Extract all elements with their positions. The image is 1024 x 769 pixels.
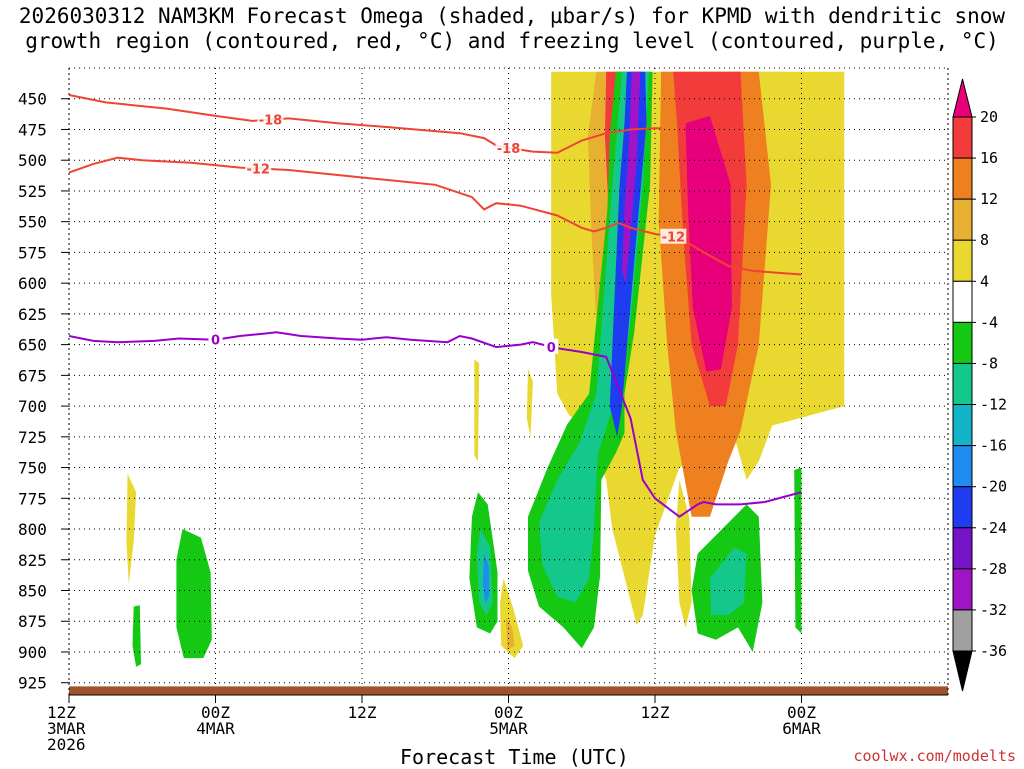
terrain-band <box>69 686 948 695</box>
freezing-label-bg <box>208 331 223 347</box>
y-tick-label-550: 550 <box>18 213 47 232</box>
x-tick-label-0-2: 2026 <box>47 735 86 754</box>
colorbar-box-8 <box>952 445 973 488</box>
colorbar-box-5 <box>952 321 973 364</box>
colorbar-box-10 <box>952 527 973 570</box>
isotherm-label-1: -12 <box>246 163 270 178</box>
title-line-2: growth region (contoured, red, °C) and f… <box>25 29 999 53</box>
y-tick-label-750: 750 <box>18 459 47 478</box>
shade-yellow-thin-0330 <box>526 369 533 437</box>
colorbar-label-3: 8 <box>980 231 989 249</box>
isotherm-label-bg <box>245 160 272 176</box>
colorbar-top-arrow <box>952 78 973 118</box>
shade-orange-0015 <box>506 617 515 650</box>
shade-purple-core <box>622 71 641 284</box>
isotherm-label-0: -18 <box>259 114 283 129</box>
y-tick-label-925: 925 <box>18 674 47 693</box>
colorbar-box-0 <box>952 116 973 159</box>
colorbar-box-7 <box>952 404 973 447</box>
x-tick-label-0-1: 3MAR <box>47 719 86 738</box>
x-tick-label-60-1: 6MAR <box>782 719 821 738</box>
colorbar-label-7: -12 <box>980 396 1007 414</box>
colorbar-box-12 <box>952 609 973 652</box>
y-tick-label-625: 625 <box>18 305 47 324</box>
colorbar-box-4 <box>952 280 973 323</box>
shade-green-far-right <box>794 467 802 634</box>
chart-title: 2026030312 NAM3KM Forecast Omega (shaded… <box>0 4 1024 54</box>
x-tick-label-60-0: 00Z <box>787 703 816 722</box>
x-tick-label-0-0: 12Z <box>47 703 76 722</box>
y-tick-label-850: 850 <box>18 582 47 601</box>
colorbar-label-8: -16 <box>980 437 1007 455</box>
title-line-1: 2026030312 NAM3KM Forecast Omega (shaded… <box>18 4 1006 28</box>
shade-green-small-left <box>132 605 141 667</box>
y-tick-label-900: 900 <box>18 643 47 662</box>
y-tick-label-800: 800 <box>18 520 47 539</box>
y-tick-label-875: 875 <box>18 612 47 631</box>
shade-green-left-blob <box>176 529 212 659</box>
colorbar-label-0: 20 <box>980 108 998 126</box>
colorbar-box-9 <box>952 486 973 529</box>
colorbar-label-11: -28 <box>980 560 1007 578</box>
colorbar-bottom-arrow <box>952 650 973 692</box>
colorbar-label-1: 16 <box>980 149 998 167</box>
shade-yellow-4mar <box>126 473 137 585</box>
x-tick-label-12-1: 4MAR <box>196 719 235 738</box>
x-tick-label-36-0: 00Z <box>494 703 523 722</box>
colorbar-box-6 <box>952 362 973 406</box>
y-tick-label-700: 700 <box>18 397 47 416</box>
isotherm-label-bg <box>257 111 284 127</box>
y-tick-label-450: 450 <box>18 90 47 109</box>
freezing-label-bg <box>544 338 559 354</box>
freezing-label-0: 0 <box>211 334 220 349</box>
y-tick-label-725: 725 <box>18 428 47 447</box>
y-tick-label-475: 475 <box>18 120 47 139</box>
colorbar-label-6: -8 <box>980 354 998 372</box>
freezing-level-line <box>69 331 802 518</box>
y-tick-label-775: 775 <box>18 489 47 508</box>
y-tick-label-825: 825 <box>18 551 47 570</box>
x-tick-label-48-0: 12Z <box>641 703 670 722</box>
shade-magenta-core <box>685 115 732 372</box>
credit-text: coolwx.com/modelts <box>853 747 1016 765</box>
colorbar-label-12: -32 <box>980 601 1007 619</box>
omega-shading <box>126 71 845 667</box>
colorbar-box-1 <box>952 157 973 200</box>
freezing-label-1: 0 <box>547 341 556 356</box>
contour-lines: -18 -12 -18 -12 0 0 <box>69 94 802 518</box>
y-tick-label-600: 600 <box>18 274 47 293</box>
shade-teal-right-lower <box>709 547 747 616</box>
colorbar-box-3 <box>952 239 973 282</box>
colorbar-label-5: -4 <box>980 313 998 331</box>
isotherm-label-bg <box>495 139 522 155</box>
x-tick-label-12-0: 00Z <box>201 703 230 722</box>
terrain-fill <box>69 686 948 695</box>
isotherm-minus18-line <box>69 94 662 154</box>
colorbar-label-10: -24 <box>980 519 1007 537</box>
shade-yellow-thin-0430 <box>474 359 480 462</box>
isotherm-label-3: -12 <box>662 231 686 246</box>
y-tick-label-575: 575 <box>18 243 47 262</box>
colorbar: 20 16 12 8 4 -4 -8 -12 -16 -20 -24 -28 -32 -36 <box>952 78 1007 692</box>
colorbar-box-11 <box>952 568 973 611</box>
isotherm-label-2: -18 <box>497 142 521 157</box>
isotherm-label-bg <box>660 228 687 244</box>
colorbar-label-4: 4 <box>980 272 989 290</box>
colorbar-label-13: -36 <box>980 642 1007 660</box>
y-tick-label-675: 675 <box>18 366 47 385</box>
colorbar-label-9: -20 <box>980 478 1007 496</box>
y-axis: 450 475 500 525 550 575 600 625 650 675 700 725 750 7… <box>18 90 69 693</box>
shade-yellow-0015 <box>500 578 524 659</box>
x-axis-label: Forecast Time (UTC) <box>400 745 629 769</box>
colorbar-box-2 <box>952 198 973 241</box>
y-tick-label-525: 525 <box>18 182 47 201</box>
x-tick-label-36-1: 5MAR <box>489 719 528 738</box>
y-tick-label-650: 650 <box>18 336 47 355</box>
colorbar-label-2: 12 <box>980 190 998 208</box>
x-tick-label-24-0: 12Z <box>348 703 377 722</box>
y-tick-label-500: 500 <box>18 151 47 170</box>
